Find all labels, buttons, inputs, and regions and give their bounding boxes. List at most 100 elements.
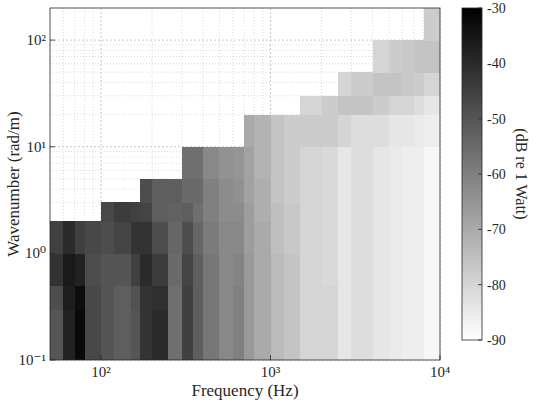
heatmap-cell: [284, 285, 301, 309]
heatmap-cell: [300, 253, 322, 286]
heatmap-cell: [193, 147, 203, 180]
heatmap-cell: [63, 328, 75, 360]
colorbar-tick: [478, 63, 482, 64]
heatmap-cell: [140, 328, 152, 360]
heatmap-cell: [233, 202, 245, 221]
heatmap-cell: [351, 221, 373, 254]
heatmap-cell: [402, 40, 414, 73]
heatmap-cell: [182, 147, 194, 180]
heatmap-cell: [219, 179, 233, 203]
heatmap-cell: [75, 328, 85, 360]
heatmap-cell: [63, 309, 75, 328]
heatmap-cell: [114, 221, 131, 254]
heatmap-cell: [402, 202, 414, 221]
colorbar-tick-label: -40: [487, 56, 506, 71]
heatmap-cell: [193, 253, 203, 286]
heatmap-cell: [152, 309, 169, 328]
heatmap-cell: [338, 147, 352, 180]
heatmap-cell: [424, 72, 440, 96]
heatmap-cell: [322, 328, 339, 360]
heatmap-cell: [373, 96, 390, 115]
heatmap-cell: [424, 202, 440, 221]
heatmap-cell: [140, 179, 152, 203]
heatmap-cell: [389, 309, 403, 328]
heatmap-cell: [389, 40, 403, 73]
heatmap-cell: [338, 221, 352, 254]
heatmap-cell: [424, 115, 440, 148]
heatmap-cell: [193, 179, 203, 203]
heatmap-cell: [300, 96, 322, 115]
heatmap-cell: [182, 202, 194, 221]
heatmap-cell: [182, 309, 194, 328]
heatmap-cell: [182, 285, 194, 309]
heatmap-cell: [152, 328, 169, 360]
heatmap-cell: [254, 285, 271, 309]
heatmap-cell: [152, 179, 169, 203]
heatmap-cell: [389, 179, 403, 203]
heatmap-cell: [338, 309, 352, 328]
heatmap-cell: [402, 309, 414, 328]
heatmap-cell: [322, 253, 339, 286]
heatmap-cell: [193, 328, 203, 360]
heatmap-cell: [168, 328, 182, 360]
heatmap-cell: [85, 309, 102, 328]
y-tick-label: 10⁰: [25, 245, 46, 261]
heatmap-cell: [114, 328, 131, 360]
heatmap-cell: [300, 328, 322, 360]
heatmap-cell: [244, 202, 254, 221]
x-tick: [440, 355, 441, 360]
heatmap-cell: [271, 179, 285, 203]
heatmap-cell: [322, 221, 339, 254]
heatmap-cell: [75, 285, 85, 309]
x-tick: [270, 355, 271, 360]
heatmap-cell: [373, 253, 390, 286]
heatmap-cell: [322, 309, 339, 328]
colorbar-tick-label: -60: [487, 167, 506, 182]
heatmap-cell: [131, 202, 141, 221]
heatmap-cell: [152, 202, 169, 221]
heatmap-cell: [131, 221, 141, 254]
heatmap-cell: [193, 202, 203, 221]
heatmap-cell: [85, 221, 102, 254]
heatmap-cell: [63, 253, 75, 286]
heatmap-cell: [131, 309, 141, 328]
heatmap-cell: [254, 253, 271, 286]
heatmap-cell: [168, 221, 182, 254]
heatmap-cell: [284, 328, 301, 360]
heatmap-cell: [284, 147, 301, 180]
heatmap-cell: [284, 221, 301, 254]
heatmap-cell: [351, 253, 373, 286]
heatmap-cell: [338, 253, 352, 286]
heatmap-cell: [50, 309, 64, 328]
heatmap-cells: [50, 8, 440, 360]
heatmap-cell: [402, 147, 414, 180]
heatmap-cell: [233, 328, 245, 360]
heatmap-cell: [402, 115, 414, 148]
heatmap-cell: [75, 221, 85, 254]
colorbar-tick: [478, 8, 482, 9]
heatmap-cell: [424, 8, 440, 41]
heatmap-cell: [85, 285, 102, 309]
heatmap-cell: [351, 179, 373, 203]
heatmap-cell: [322, 179, 339, 203]
colorbar-tick-label: -50: [487, 112, 506, 127]
heatmap-cell: [233, 285, 245, 309]
heatmap-cell: [351, 115, 373, 148]
heatmap-cell: [351, 202, 373, 221]
heatmap-cell: [351, 285, 373, 309]
heatmap-cell: [203, 253, 220, 286]
heatmap-cell: [414, 309, 424, 328]
heatmap-cell: [414, 96, 424, 115]
heatmap-cell: [101, 253, 115, 286]
heatmap-cell: [193, 285, 203, 309]
heatmap-cell: [424, 40, 440, 73]
heatmap-cell: [75, 309, 85, 328]
heatmap-cell: [233, 221, 245, 254]
heatmap-cell: [414, 253, 424, 286]
heatmap-cell: [271, 328, 285, 360]
y-tick: [50, 146, 55, 147]
heatmap-cell: [50, 285, 64, 309]
heatmap-cell: [63, 285, 75, 309]
x-tick: [101, 355, 102, 360]
colorbar-tick: [478, 174, 482, 175]
